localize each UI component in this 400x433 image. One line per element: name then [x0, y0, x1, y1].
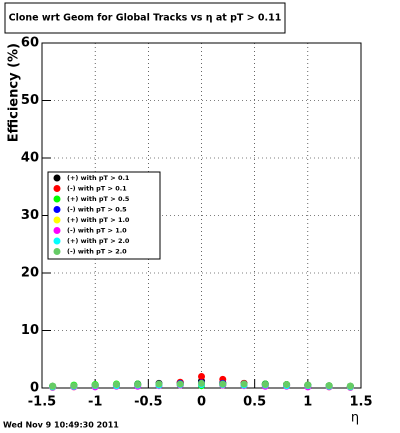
- data-point: [261, 381, 269, 389]
- legend-label: (+) with pT > 1.0: [67, 216, 130, 224]
- data-point: [176, 380, 184, 388]
- data-point: [198, 373, 205, 380]
- x-tick-label: 0: [197, 395, 206, 410]
- x-tick-label: -1.5: [28, 395, 56, 410]
- legend-label: (+) with pT > 0.1: [67, 174, 130, 182]
- data-point: [325, 382, 333, 390]
- legend-label: (-) with pT > 2.0: [67, 248, 127, 256]
- legend-label: (-) with pT > 0.1: [67, 185, 127, 193]
- title-box: [4, 2, 286, 34]
- legend-label: (-) with pT > 1.0: [67, 227, 127, 235]
- y-tick-label: 50: [21, 93, 39, 108]
- y-tick-label: 20: [21, 266, 39, 281]
- legend-label: (+) with pT > 0.5: [67, 195, 130, 203]
- timestamp: Wed Nov 9 10:49:30 2011: [3, 421, 119, 430]
- y-tick-label: 30: [21, 208, 39, 223]
- legend-label: (-) with pT > 0.5: [67, 206, 127, 214]
- chart-title: Clone wrt Geom for Global Tracks vs η at…: [9, 13, 282, 24]
- data-point: [198, 379, 205, 387]
- data-point: [283, 381, 291, 389]
- data-point: [240, 380, 248, 388]
- legend-marker: [53, 237, 61, 245]
- data-point: [304, 381, 312, 389]
- legend-marker: [53, 185, 61, 192]
- y-tick-label: 60: [21, 36, 39, 51]
- legend-marker: [53, 227, 61, 234]
- legend-marker: [53, 216, 61, 224]
- data-point: [112, 381, 120, 389]
- data-point: [346, 382, 354, 390]
- x-tick-label: -1: [88, 395, 102, 410]
- legend-marker: [53, 195, 61, 203]
- y-axis-label: Efficiency (%): [7, 43, 22, 142]
- y-tick-label: 10: [21, 323, 39, 338]
- x-axis-label: η: [351, 411, 359, 426]
- x-tick-label: -0.5: [134, 395, 162, 410]
- x-tick-label: 1: [303, 395, 312, 410]
- data-point: [155, 380, 163, 388]
- data-point: [70, 382, 78, 390]
- x-tick-label: 0.5: [243, 395, 266, 410]
- data-point: [134, 381, 142, 389]
- legend-box: [47, 171, 161, 260]
- data-point: [91, 381, 99, 389]
- y-tick-label: 40: [21, 151, 39, 166]
- y-tick-label: 0: [30, 381, 39, 396]
- legend-marker: [53, 174, 61, 182]
- legend-marker: [53, 206, 61, 213]
- legend-label: (+) with pT > 2.0: [67, 237, 130, 245]
- data-point: [49, 382, 57, 390]
- x-tick-label: 1.5: [349, 395, 372, 410]
- data-point: [219, 380, 227, 388]
- legend-marker: [53, 248, 61, 255]
